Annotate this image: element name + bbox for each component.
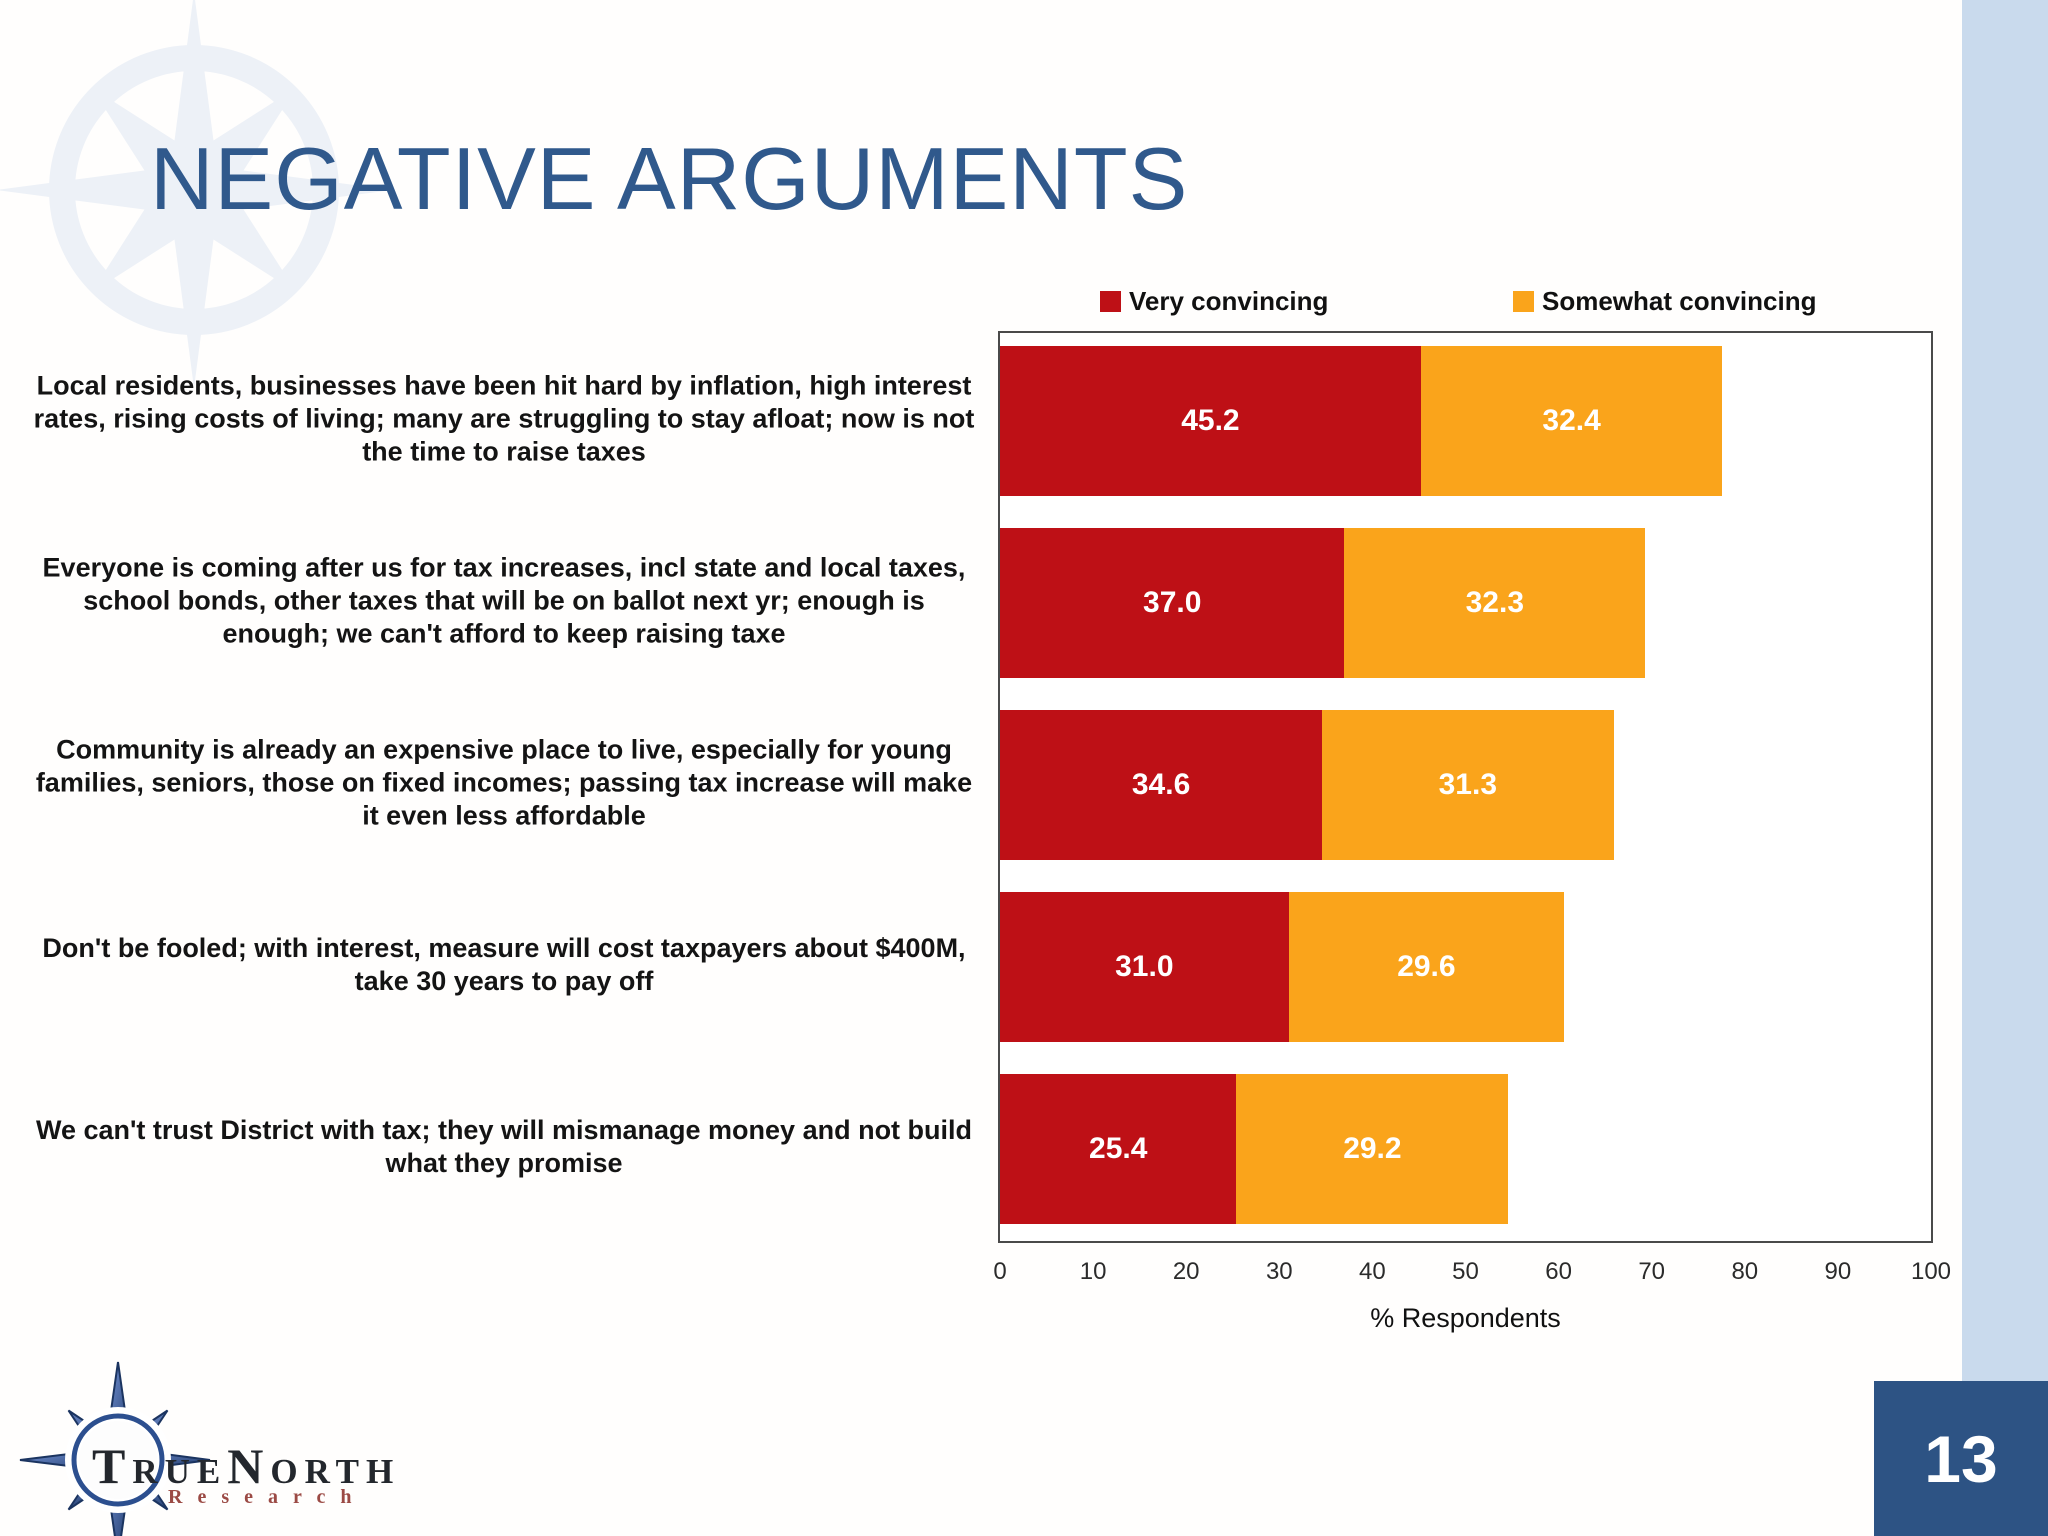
page-number: 13 bbox=[1924, 1421, 1998, 1496]
legend-swatch-red bbox=[1100, 291, 1121, 312]
legend-item-somewhat-convincing: Somewhat convincing bbox=[1513, 286, 1817, 317]
bar-segment-very: 45.2 bbox=[1000, 346, 1421, 496]
page-number-badge: 13 bbox=[1874, 1381, 2048, 1536]
bar-value-label: 31.0 bbox=[1115, 950, 1174, 983]
x-axis-tick: 30 bbox=[1265, 1258, 1293, 1285]
legend-label-very-convincing: Very convincing bbox=[1129, 286, 1329, 316]
bar-value-label: 34.6 bbox=[1131, 768, 1191, 801]
x-axis-tick: 90 bbox=[1824, 1258, 1852, 1285]
bar-value-label: 25.4 bbox=[1089, 1132, 1148, 1165]
x-axis-tick: 10 bbox=[1079, 1258, 1107, 1285]
legend-label-somewhat-convincing: Somewhat convincing bbox=[1542, 286, 1817, 316]
compass-watermark-icon bbox=[0, 0, 392, 388]
bar-value-label: 45.2 bbox=[1181, 404, 1240, 437]
bar-row: 25.4 29.2 bbox=[1000, 1074, 1931, 1224]
bar-value-label: 37.0 bbox=[1143, 586, 1202, 619]
bar-segment-somewhat: 31.3 bbox=[1322, 710, 1614, 860]
category-label: Everyone is coming after us for tax incr… bbox=[42, 552, 966, 649]
bar-value-label: 32.4 bbox=[1542, 404, 1601, 437]
x-axis-tick: 100 bbox=[1910, 1258, 1952, 1285]
x-axis-tick: 40 bbox=[1359, 1258, 1386, 1285]
x-axis-tick: 50 bbox=[1452, 1258, 1479, 1285]
x-axis-ticks: 0 10 20 30 40 50 60 70 80 90 100 bbox=[993, 1258, 1951, 1288]
page-title: NEGATIVE ARGUMENTS bbox=[150, 129, 1189, 228]
x-axis-tick: 80 bbox=[1731, 1258, 1759, 1285]
truenorth-compass-icon bbox=[19, 1361, 211, 1536]
logo-wordmark: TrueNorth bbox=[92, 1438, 401, 1494]
bar-segment-very: 25.4 bbox=[1000, 1074, 1237, 1224]
bar-row: 37.0 32.3 bbox=[1000, 528, 1931, 678]
bar-value-label: 29.6 bbox=[1397, 950, 1456, 983]
x-axis-tick: 70 bbox=[1638, 1258, 1666, 1285]
x-axis-tick: 0 bbox=[993, 1258, 1007, 1285]
right-accent-band bbox=[1962, 0, 2048, 1536]
bar-segment-somewhat: 29.6 bbox=[1288, 892, 1565, 1042]
bar-row: 45.2 32.4 bbox=[1000, 346, 1931, 496]
x-axis-tick: 20 bbox=[1172, 1258, 1200, 1285]
logo-subtext: Research bbox=[168, 1486, 367, 1508]
bar-segment-very: 34.6 bbox=[1000, 710, 1323, 860]
bar-segment-very: 37.0 bbox=[1000, 528, 1345, 678]
category-label: Local residents, businesses have been hi… bbox=[33, 370, 975, 467]
x-axis-tick: 60 bbox=[1545, 1258, 1572, 1285]
bar-value-label: 32.3 bbox=[1465, 586, 1525, 619]
bar-segment-very: 31.0 bbox=[1000, 892, 1289, 1042]
x-axis-label: % Respondents bbox=[1370, 1303, 1561, 1333]
category-label: Community is already an expensive place … bbox=[35, 734, 973, 831]
bar-value-label: 29.2 bbox=[1343, 1132, 1402, 1165]
bar-segment-somewhat: 32.4 bbox=[1420, 346, 1723, 496]
bar-segment-somewhat: 29.2 bbox=[1236, 1074, 1509, 1224]
category-label: We can't trust District with tax; they w… bbox=[35, 1115, 973, 1178]
legend-swatch-orange bbox=[1513, 291, 1534, 312]
legend-item-very-convincing: Very convincing bbox=[1100, 286, 1328, 317]
chart-plot-area: 45.2 32.4 37.0 32.3 34.6 31.3 31.0 29.6 25.4 29.2 bbox=[998, 331, 1933, 1243]
category-label: Don't be fooled; with interest, measure … bbox=[42, 933, 966, 996]
bar-value-label: 31.3 bbox=[1438, 768, 1498, 801]
bar-row: 34.6 31.3 bbox=[1000, 710, 1931, 860]
bar-segment-somewhat: 32.3 bbox=[1344, 528, 1646, 678]
bar-row: 31.0 29.6 bbox=[1000, 892, 1931, 1042]
